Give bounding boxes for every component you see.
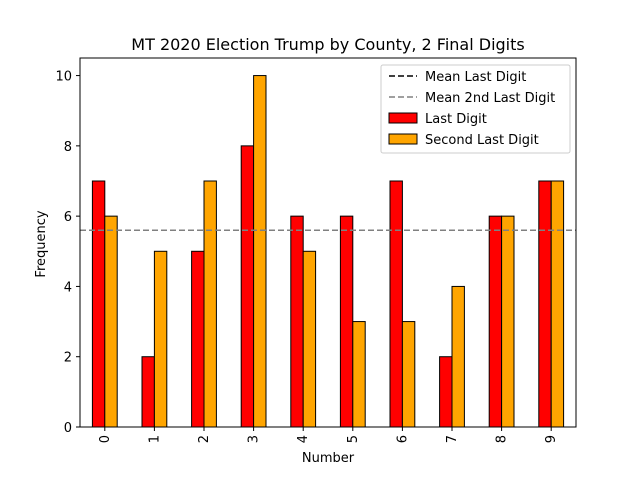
x-tick-label: 7 xyxy=(445,435,460,443)
legend-entry-label: Mean Last Digit xyxy=(425,70,526,85)
bar-last-digit-1 xyxy=(141,356,155,428)
y-tick-label: 6 xyxy=(64,210,72,225)
y-tick-label: 0 xyxy=(64,421,72,436)
x-tick-label: 3 xyxy=(247,435,262,443)
bar-last-digit-8 xyxy=(488,215,503,428)
legend-entry-label: Second Last Digit xyxy=(425,133,539,148)
x-tick-label: 1 xyxy=(147,435,162,443)
bar-last-digit-4 xyxy=(290,215,304,428)
y-tick-label: 2 xyxy=(64,351,72,366)
x-axis-label: Number xyxy=(302,451,355,466)
x-tick-label: 2 xyxy=(197,435,212,443)
legend-swatch-patch xyxy=(388,112,418,124)
plot-area: 0 2 4 6 8 10 0 1 2 3 4 5 6 7 8 9 xyxy=(55,57,577,443)
y-axis-label: Frequency xyxy=(34,210,49,277)
bar-second-last-digit-1 xyxy=(153,250,168,428)
x-tick-label: 0 xyxy=(98,435,113,443)
bar-second-last-digit-2 xyxy=(203,180,217,428)
legend-box xyxy=(380,64,571,154)
x-tick-label: 6 xyxy=(395,435,410,443)
y-tick-label: 8 xyxy=(64,140,72,155)
bar-last-digit-5 xyxy=(339,215,354,428)
bar-second-last-digit-9 xyxy=(550,180,565,428)
y-tick-label: 10 xyxy=(55,70,72,85)
bar-last-digit-2 xyxy=(191,250,205,428)
x-tick-label: 8 xyxy=(495,435,510,443)
bar-last-digit-0 xyxy=(91,180,106,428)
legend-entry-label: Last Digit xyxy=(425,112,487,127)
bar-last-digit-9 xyxy=(538,180,552,428)
bar-second-last-digit-6 xyxy=(401,321,416,428)
bar-last-digit-3 xyxy=(240,145,255,428)
x-tick-label: 9 xyxy=(544,435,559,443)
bar-last-digit-7 xyxy=(439,356,453,428)
axes-frame xyxy=(79,57,577,428)
bar-second-last-digit-7 xyxy=(451,285,465,428)
bar-second-last-digit-0 xyxy=(104,215,118,428)
bar-second-last-digit-8 xyxy=(501,215,515,428)
y-tick-label: 4 xyxy=(64,280,72,295)
bar-last-digit-6 xyxy=(389,180,403,428)
legend: Mean Last Digit Mean 2nd Last Digit Last D… xyxy=(380,64,571,154)
x-tick-label: 4 xyxy=(296,435,311,443)
legend-entry-label: Mean 2nd Last Digit xyxy=(425,91,555,106)
bar-second-last-digit-3 xyxy=(253,75,267,428)
legend-swatch-patch xyxy=(388,133,418,145)
x-tick-label: 5 xyxy=(346,435,361,443)
bar-second-last-digit-4 xyxy=(302,250,317,428)
chart-title: MT 2020 Election Trump by County, 2 Fina… xyxy=(131,35,524,54)
bar-second-last-digit-5 xyxy=(352,321,366,428)
